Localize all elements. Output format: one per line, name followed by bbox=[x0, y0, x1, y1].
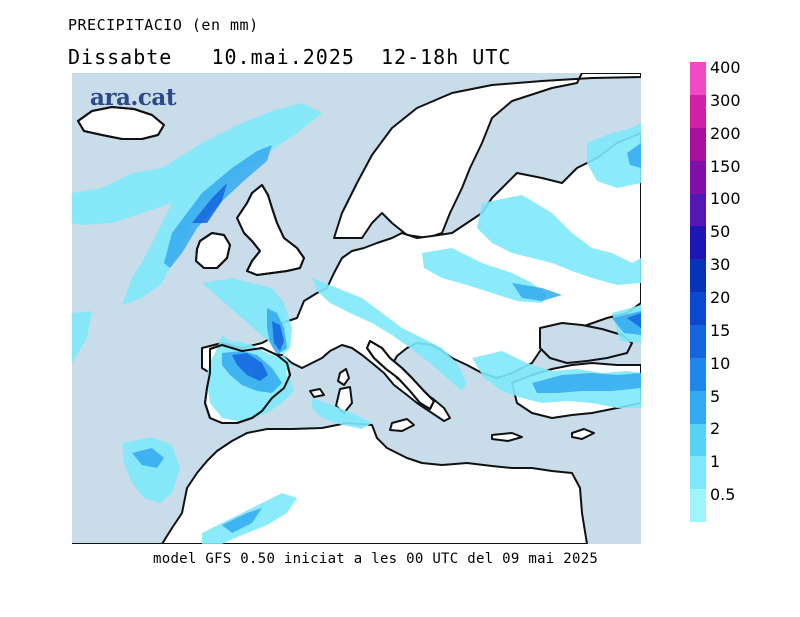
legend-swatch bbox=[690, 259, 706, 293]
land-balearic bbox=[309, 388, 325, 398]
legend-label: 400 bbox=[710, 58, 741, 77]
legend-swatch bbox=[690, 94, 706, 128]
legend-label: 20 bbox=[710, 288, 731, 307]
legend-label: 1 bbox=[710, 452, 721, 472]
legend-swatch bbox=[690, 292, 706, 325]
ara-cat-logo: ara.cat bbox=[90, 84, 176, 111]
legend-swatch bbox=[690, 193, 706, 227]
land-sardinia bbox=[335, 386, 353, 414]
land-crete bbox=[491, 432, 523, 442]
legend-swatch bbox=[690, 423, 706, 457]
legend-label: 200 bbox=[710, 123, 741, 143]
legend-label: 100 bbox=[710, 189, 741, 209]
legend-label: 15 bbox=[710, 320, 731, 340]
legend-swatch bbox=[690, 489, 706, 523]
legend-label: 150 bbox=[710, 156, 741, 176]
model-info-footer: model GFS 0.50 iniciat a les 00 UTC del … bbox=[153, 551, 599, 567]
chart-title: PRECIPITACIO (en mm) bbox=[68, 16, 259, 34]
legend-label: 2 bbox=[710, 419, 721, 439]
legend-swatch bbox=[690, 324, 706, 358]
legend-label: 5 bbox=[710, 386, 721, 406]
legend-label: 300 bbox=[710, 90, 741, 110]
coastlines bbox=[77, 106, 435, 424]
precipitation-map bbox=[72, 73, 641, 544]
land-scandinavia bbox=[333, 73, 641, 239]
legend-swatch bbox=[690, 357, 706, 391]
legend-swatch bbox=[690, 62, 706, 95]
date-subtitle: Dissabte 10.mai.2025 12-18h UTC bbox=[68, 45, 512, 69]
legend-swatch bbox=[690, 390, 706, 424]
legend-label: 30 bbox=[710, 255, 731, 275]
legend-swatch bbox=[690, 127, 706, 161]
map-svg bbox=[72, 73, 641, 544]
legend-swatch bbox=[690, 160, 706, 194]
land-corsica bbox=[337, 368, 350, 386]
black-sea bbox=[539, 322, 633, 364]
legend-swatch bbox=[690, 226, 706, 260]
legend-swatch bbox=[690, 456, 706, 490]
precip-heavy bbox=[192, 183, 641, 381]
land-cyprus bbox=[571, 428, 595, 440]
legend-label: 10 bbox=[710, 353, 731, 373]
legend-label: 50 bbox=[710, 222, 731, 242]
land-continent bbox=[72, 422, 588, 544]
precip-legend-colorbar bbox=[690, 62, 706, 523]
legend-label: 0.5 bbox=[710, 485, 736, 505]
land-sicily bbox=[389, 418, 415, 432]
